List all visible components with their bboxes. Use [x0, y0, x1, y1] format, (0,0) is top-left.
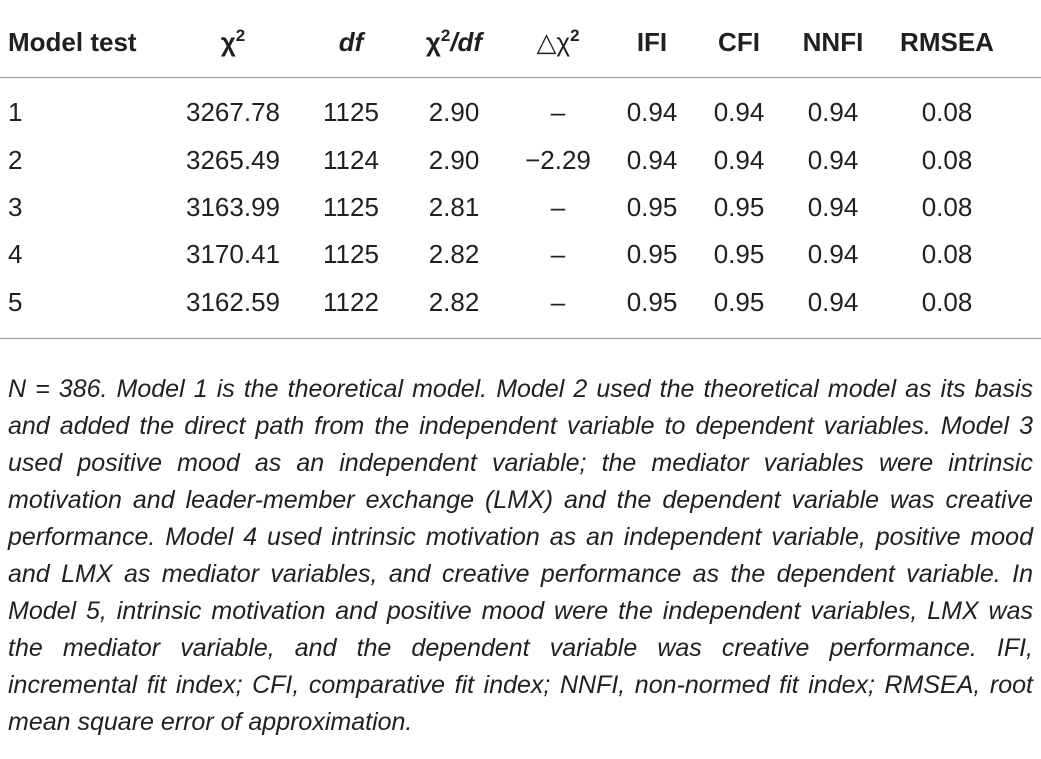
cell-chi-square: 3170.41: [186, 239, 280, 269]
cell-ifi: 0.95: [626, 239, 678, 269]
cell-nnfi: 0.94: [807, 97, 859, 127]
cell-ifi: 0.95: [626, 287, 678, 317]
cell-rmsea: 0.08: [921, 192, 973, 222]
cell-nnfi: 0.94: [807, 287, 859, 317]
cell-model: 4: [8, 239, 23, 269]
table-footnote: N = 386. Model 1 is the theoretical mode…: [8, 375, 1033, 736]
table-row: 3 3163.99 1125 2.81 – 0.95 0.95 0.94 0.0…: [0, 187, 1041, 227]
cell-delta: –: [550, 239, 566, 269]
cell-ratio: 2.81: [428, 192, 480, 222]
cell-model: 5: [8, 287, 23, 317]
cell-model: 1: [8, 97, 23, 127]
cell-cfi: 0.94: [713, 145, 765, 175]
cell-nnfi: 0.94: [807, 239, 859, 269]
cell-cfi: 0.95: [713, 192, 765, 222]
cell-chi-square: 3267.78: [186, 97, 280, 127]
cell-nnfi: 0.94: [807, 145, 859, 175]
cell-chi-square: 3162.59: [186, 287, 280, 317]
table-header-row: Model test χ2 df χ2/df △χ2 IFI CFI NNFI …: [0, 22, 1041, 62]
table-row: 2 3265.49 1124 2.90 −2.29 0.94 0.94 0.94…: [0, 140, 1041, 180]
header-cfi: CFI: [718, 27, 760, 57]
table-row: 4 3170.41 1125 2.82 – 0.95 0.95 0.94 0.0…: [0, 234, 1041, 274]
header-rmsea: RMSEA: [900, 27, 994, 57]
header-model-test: Model test: [8, 27, 137, 57]
cell-df: 1125: [323, 239, 379, 269]
cell-ifi: 0.95: [626, 192, 678, 222]
cell-cfi: 0.95: [713, 287, 765, 317]
cell-chi-square: 3163.99: [186, 192, 280, 222]
cell-ratio: 2.90: [428, 97, 480, 127]
cell-rmsea: 0.08: [921, 287, 973, 317]
cell-model: 2: [8, 145, 23, 175]
cell-df: 1125: [323, 192, 379, 222]
cell-delta: −2.29: [525, 145, 591, 175]
header-nnfi: NNFI: [802, 27, 864, 57]
cell-ratio: 2.82: [428, 287, 480, 317]
header-chi-square-ratio: χ2/df: [425, 26, 483, 57]
cell-ratio: 2.90: [428, 145, 480, 175]
cell-delta: –: [550, 97, 566, 127]
header-ifi: IFI: [636, 27, 668, 57]
cell-ratio: 2.82: [428, 239, 480, 269]
cell-ifi: 0.94: [626, 145, 678, 175]
table-row: 5 3162.59 1122 2.82 – 0.95 0.95 0.94 0.0…: [0, 282, 1041, 322]
cell-delta: –: [550, 287, 566, 317]
cell-chi-square: 3265.49: [186, 145, 280, 175]
table-row: 1 3267.78 1125 2.90 – 0.94 0.94 0.94 0.0…: [0, 92, 1041, 132]
table-bottom-rule: [0, 338, 1041, 339]
cell-delta: –: [550, 192, 566, 222]
cell-df: 1125: [323, 97, 379, 127]
cell-nnfi: 0.94: [807, 192, 859, 222]
cell-rmsea: 0.08: [921, 145, 973, 175]
header-chi-square: χ2: [220, 26, 246, 57]
cell-cfi: 0.94: [713, 97, 765, 127]
cell-ifi: 0.94: [626, 97, 678, 127]
header-delta-chi-square: △χ2: [536, 26, 580, 57]
cell-df: 1124: [323, 145, 379, 175]
header-df: df: [338, 27, 364, 57]
cell-cfi: 0.95: [713, 239, 765, 269]
cell-rmsea: 0.08: [921, 239, 973, 269]
cell-df: 1122: [323, 287, 379, 317]
cell-model: 3: [8, 192, 23, 222]
cell-rmsea: 0.08: [921, 97, 973, 127]
header-rule: [0, 77, 1041, 78]
